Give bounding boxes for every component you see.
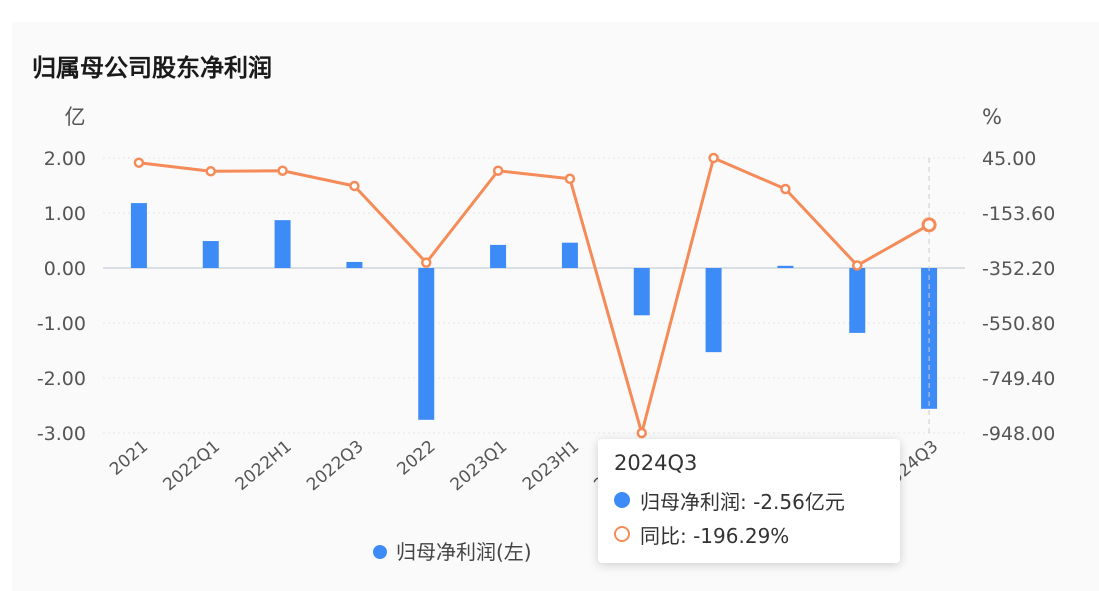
legend-bar-label[interactable]: 归母净利润(左) <box>396 540 532 564</box>
left-tick-label: 2.00 <box>44 148 86 170</box>
bar[interactable] <box>418 268 435 420</box>
left-tick-label: -3.00 <box>37 423 86 445</box>
bar[interactable] <box>202 241 219 268</box>
yoy-line <box>138 156 930 435</box>
line-point[interactable] <box>133 157 145 168</box>
bar[interactable] <box>346 261 363 268</box>
chart-card <box>12 22 1099 591</box>
line-point[interactable] <box>205 166 216 177</box>
tooltip-line-marker-icon <box>614 526 630 542</box>
right-tick-label: -153.60 <box>982 203 1055 225</box>
bar[interactable] <box>130 203 147 268</box>
left-axis-unit: 亿 <box>65 105 86 129</box>
tooltip-bar-value: 归母净利润: -2.56亿元 <box>640 489 845 514</box>
x-tick-label: 2022Q1 <box>159 437 224 496</box>
right-tick-label: -352.20 <box>982 258 1055 280</box>
tooltip-row-line: 同比: -196.29% <box>614 517 884 551</box>
x-tick-label: 2022 <box>393 437 439 480</box>
line-point[interactable] <box>708 152 719 164</box>
legend-bar-marker-icon[interactable] <box>373 545 387 559</box>
bar[interactable] <box>274 220 291 268</box>
line-point[interactable] <box>852 260 863 271</box>
tooltip-line-value: 同比: -196.29% <box>640 523 790 548</box>
line-point[interactable] <box>921 217 937 233</box>
right-tick-label: -550.80 <box>982 313 1055 335</box>
left-tick-label: 1.00 <box>44 203 86 225</box>
x-tick-label: 2022H1 <box>232 437 296 495</box>
tooltip: 2024Q3 归母净利润: -2.56亿元 同比: -196.29% <box>598 439 900 563</box>
tooltip-row-bar: 归母净利润: -2.56亿元 <box>614 483 884 517</box>
right-tick-label: 45.00 <box>982 148 1036 170</box>
bar[interactable] <box>561 242 578 268</box>
bar[interactable] <box>705 268 722 353</box>
left-tick-label: -1.00 <box>37 313 86 335</box>
chart-title: 归属母公司股东净利润 <box>32 54 272 82</box>
line-point[interactable] <box>349 180 360 192</box>
bar[interactable] <box>777 265 794 268</box>
line-point[interactable] <box>564 173 576 185</box>
line-point[interactable] <box>492 165 504 176</box>
left-tick-label: -2.00 <box>37 368 86 390</box>
bar[interactable] <box>490 244 507 268</box>
x-tick-label: 2021 <box>106 437 152 480</box>
line-point[interactable] <box>636 427 647 439</box>
right-tick-label: -749.40 <box>982 368 1055 390</box>
x-tick-label: 2022Q3 <box>303 437 368 496</box>
right-axis-unit: % <box>982 105 1002 129</box>
tooltip-category: 2024Q3 <box>614 451 698 475</box>
bar[interactable] <box>849 268 866 333</box>
bar[interactable] <box>633 268 650 316</box>
line-point[interactable] <box>421 257 432 268</box>
left-tick-label: 0.00 <box>44 258 86 280</box>
line-point[interactable] <box>780 183 791 195</box>
tooltip-bar-marker-icon <box>614 492 630 508</box>
line-point[interactable] <box>277 165 288 176</box>
x-tick-label: 2023H1 <box>519 437 583 495</box>
x-tick-label: 2023Q1 <box>447 437 512 496</box>
right-tick-label: -948.00 <box>982 423 1055 445</box>
